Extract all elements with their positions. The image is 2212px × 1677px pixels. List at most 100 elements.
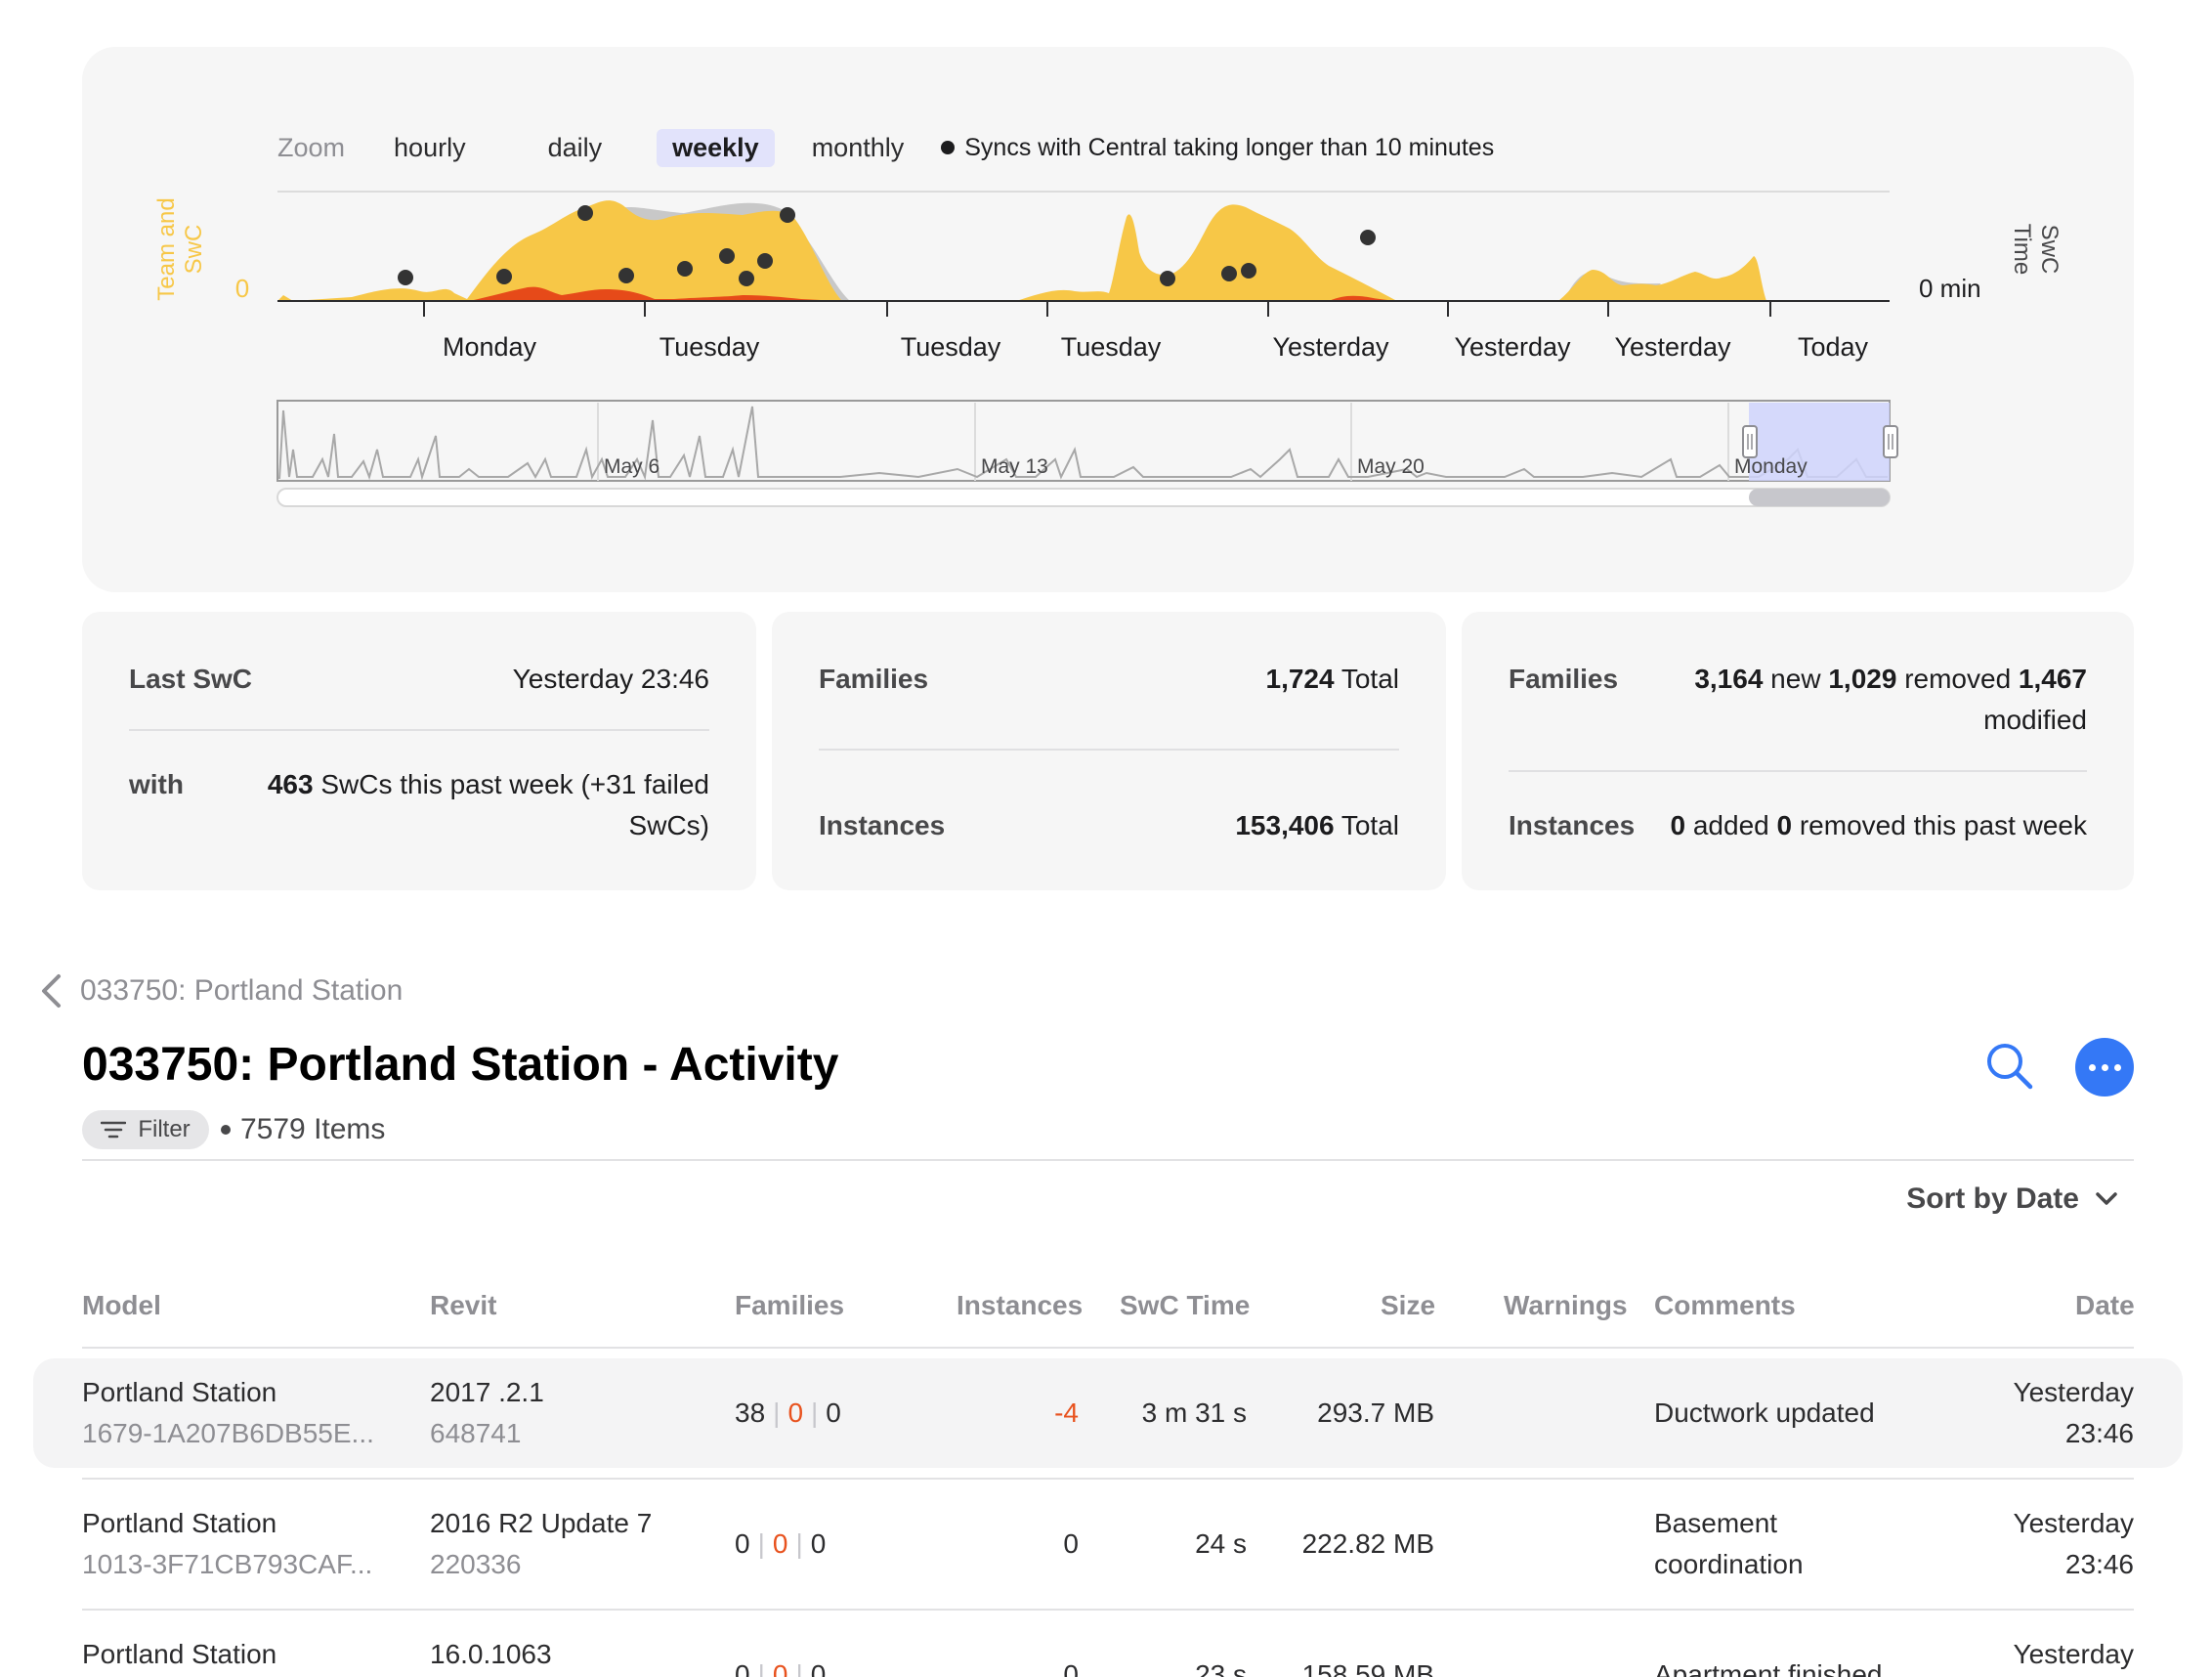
column-header-size[interactable]: Size [1381,1290,1436,1320]
cell-families: 38 | 0 | 0 [735,1398,841,1428]
stat-key: Instances [1509,810,1636,840]
search-icon [1987,1044,2033,1090]
sort-button[interactable]: Sort by Date [1906,1182,2118,1216]
chevron-left-icon [42,974,61,1008]
filter-button[interactable]: Filter [82,1110,209,1149]
header-divider [82,1159,2134,1161]
stat-value: 463 SwCs this past week (+31 failed SwCs) [267,769,709,840]
cell-swc-time: 3 m 31 s [1141,1398,1247,1428]
filter-icon [101,1121,127,1139]
stat-key: with [129,769,184,799]
stat-card-changes: Families 3,164 new 1,029 removed 1,467 mo… [1462,612,2134,890]
cell-comments: Apartment finished [1654,1659,1883,1677]
x-tick-label: Yesterday [1614,332,1731,362]
stat-value: 1,724 Total [1265,664,1400,694]
long-sync-points [398,205,1376,286]
cell-revit: 16.0.1063 [430,1639,552,1669]
column-header-instances[interactable]: Instances [957,1290,1084,1320]
sync-point [398,270,413,285]
stat-card-totals: Families 1,724 Total Instances 153,406 T… [772,612,1446,890]
activity-chart[interactable]: Team andSwC 0 SwCTime 0 min Monday Tuesd… [0,0,2212,547]
stat-key: Families [819,664,929,694]
x-tick-label: Yesterday [1272,332,1389,362]
cell-model-id: 1679-1A207B6DB55E... [82,1418,374,1448]
breadcrumb[interactable]: 033750: Portland Station [39,972,403,1010]
x-tick-label: Tuesday [659,332,760,362]
cell-size: 158.59 MB [1301,1659,1434,1677]
column-header-warnings[interactable]: Warnings [1504,1290,1628,1320]
column-header-date[interactable]: Date [2075,1290,2135,1320]
sync-point [757,253,773,269]
table-header-divider [82,1347,2134,1349]
page-title: 033750: Portland Station - Activity [82,1039,839,1091]
x-tick-label: Tuesday [901,332,1001,362]
x-tick-label: Yesterday [1454,332,1571,362]
stat-value: 0 added 0 removed this past week [1670,810,2088,840]
stat-key: Last SwC [129,664,253,694]
zoom-option-hourly[interactable]: hourly [394,132,466,162]
swc-area [469,286,840,301]
column-header-comments[interactable]: Comments [1654,1290,1796,1320]
stat-value: 3,164 new 1,029 removed 1,467 modified [1694,664,2087,735]
zoom-option-monthly[interactable]: monthly [811,132,905,162]
cell-revit: 2017 .2.1 [430,1377,544,1407]
cell-model: Portland Station [82,1508,277,1538]
swc-area-2 [1329,295,1397,301]
sort-label: Sort by Date [1906,1182,2079,1215]
overview-selection[interactable] [1749,403,1890,481]
overview-label: Monday [1734,455,1808,478]
overview-frame [276,400,1891,482]
sync-point [719,248,735,264]
stat-card-last-swc: Last SwC Yesterday 23:46 with 463 SwCs t… [82,612,756,890]
zoom-label: Zoom [277,132,346,162]
y-left-axis-label: Team andSwC [153,197,207,300]
stat-key: Instances [819,810,946,840]
column-header-revit[interactable]: Revit [430,1290,497,1320]
cell-revit: 2016 R2 Update 7 [430,1508,653,1538]
table-row[interactable] [33,1358,2183,1468]
cell-comments: Basement [1654,1508,1778,1538]
search-button[interactable] [1983,1040,2038,1095]
cell-instances: 0 [1063,1659,1079,1677]
row-divider [82,1609,2134,1611]
cell-comments: Ductwork updated [1654,1398,1875,1428]
x-axis-ticks [423,301,1771,317]
legend-dot-icon [941,141,956,154]
sync-point [780,207,795,223]
sync-point [1360,230,1376,245]
items-count: 7579 Items [221,1110,385,1149]
overview-right-handle [1883,425,1898,458]
column-header-swc-time[interactable]: SwC Time [1120,1290,1251,1320]
overview-scrollbar-thumb[interactable] [1749,489,1890,506]
zoom-option-weekly[interactable]: weekly [657,128,775,167]
filter-label: Filter [138,1116,191,1142]
x-tick-label: Today [1798,332,1869,362]
cell-model-id: 1013-3F71CB793CAF... [82,1549,373,1579]
stat-value: Yesterday 23:46 [512,664,709,694]
cell-comments-line2: coordination [1654,1549,1804,1579]
column-header-model[interactable]: Model [82,1290,161,1320]
legend-label: Syncs with Central taking longer than 10… [964,133,1495,161]
cell-time: 23:46 [2064,1418,2134,1448]
more-dots-icon [2088,1063,2096,1071]
x-tick-labels: Monday Tuesday Tuesday Tuesday Yesterday… [443,332,1869,362]
cell-swc-time: 24 s [1195,1528,1247,1559]
chevron-down-icon [2096,1192,2117,1205]
cell-revit-build: 648741 [430,1418,522,1448]
cell-size: 222.82 MB [1301,1528,1434,1559]
more-options-button[interactable] [2075,1038,2134,1096]
column-header-families[interactable]: Families [735,1290,845,1320]
zoom-option-daily[interactable]: daily [547,132,603,162]
cell-date: Yesterday [2013,1377,2135,1407]
cell-families: 0 | 0 | 0 [735,1528,827,1559]
cell-model: Portland Station [82,1639,277,1669]
table-row[interactable] [82,1485,2134,1603]
bullet-icon [221,1125,231,1135]
stat-value: 153,406 Total [1235,810,1399,840]
zoom-controls: Zoom hourly daily weekly monthly Syncs w… [277,125,1494,170]
overview-label: May 13 [981,455,1048,478]
sync-point [1241,263,1256,279]
team-area [277,200,1766,301]
sync-point [739,271,754,286]
row-divider [82,1478,2134,1480]
